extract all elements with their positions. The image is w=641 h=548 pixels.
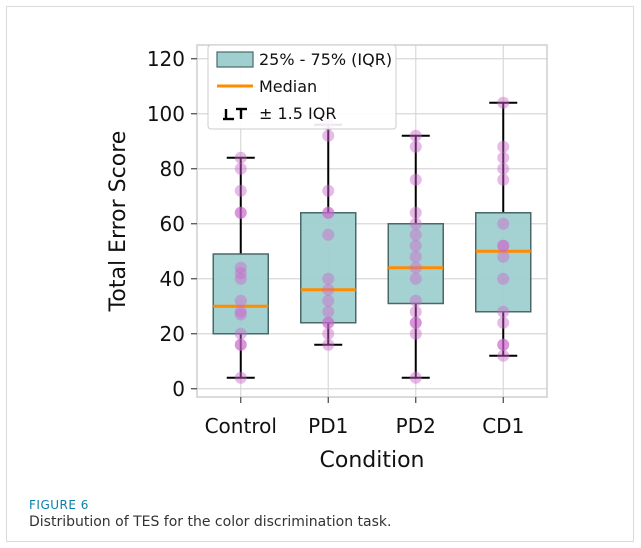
data-point bbox=[409, 217, 422, 230]
data-point bbox=[234, 267, 247, 280]
y-tick-label: 100 bbox=[147, 102, 185, 126]
legend-iqr-label: 25% - 75% (IQR) bbox=[259, 50, 392, 69]
data-point bbox=[497, 173, 510, 186]
legend-frame bbox=[207, 44, 397, 130]
box-plot-chart: 0 20 40 60 80 100 120 Control PD1 PD2 CD1 Total Er… bbox=[106, 44, 548, 473]
data-point bbox=[497, 140, 510, 153]
data-point bbox=[322, 305, 335, 318]
data-point bbox=[409, 261, 422, 274]
data-point bbox=[497, 96, 510, 109]
data-point bbox=[234, 308, 247, 321]
data-point bbox=[322, 272, 335, 285]
data-point bbox=[322, 294, 335, 307]
y-axis-label: Total Error Score bbox=[106, 131, 131, 313]
data-point bbox=[234, 184, 247, 197]
data-point bbox=[322, 228, 335, 241]
iqr-box bbox=[475, 212, 532, 313]
legend-median-label: Median bbox=[259, 77, 317, 96]
legend-whisker-label: ± 1.5 IQR bbox=[259, 104, 336, 123]
data-point bbox=[409, 305, 422, 318]
data-point bbox=[234, 162, 247, 175]
x-tick-label: CD1 bbox=[482, 414, 524, 438]
data-point bbox=[409, 239, 422, 252]
data-point bbox=[234, 371, 247, 384]
figure-caption: Distribution of TES for the color discri… bbox=[29, 514, 392, 530]
data-point bbox=[497, 349, 510, 362]
y-tick-label: 40 bbox=[160, 267, 185, 291]
legend: 25% - 75% (IQR) Median ± 1.5 IQR bbox=[207, 44, 397, 130]
x-tick-label: Control bbox=[205, 414, 277, 438]
data-point bbox=[497, 316, 510, 329]
data-point bbox=[322, 316, 335, 329]
data-point bbox=[497, 239, 510, 252]
data-point bbox=[322, 206, 335, 219]
y-tick-label: 60 bbox=[160, 212, 185, 236]
y-tick-label: 20 bbox=[160, 322, 185, 346]
figure-label: FIGURE 6 bbox=[29, 498, 89, 512]
iqr-box bbox=[212, 253, 269, 335]
data-point bbox=[322, 283, 335, 296]
data-point bbox=[409, 129, 422, 142]
data-point bbox=[322, 316, 335, 329]
data-point bbox=[409, 316, 422, 329]
data-point bbox=[322, 206, 335, 219]
data-point bbox=[234, 206, 247, 219]
iqr-box bbox=[387, 223, 444, 305]
y-tick-label: 120 bbox=[147, 47, 185, 71]
data-point bbox=[409, 316, 422, 329]
data-point bbox=[409, 140, 422, 153]
data-point bbox=[409, 294, 422, 307]
figure-panel: 0 20 40 60 80 100 120 Control PD1 PD2 CD1 Total Er… bbox=[6, 6, 634, 542]
data-point bbox=[497, 338, 510, 351]
data-point bbox=[234, 294, 247, 307]
data-point bbox=[322, 327, 335, 340]
y-tick-label: 80 bbox=[160, 157, 185, 181]
data-point bbox=[234, 327, 247, 340]
data-point bbox=[234, 261, 247, 274]
data-point bbox=[497, 151, 510, 164]
data-point bbox=[409, 228, 422, 241]
data-point bbox=[409, 371, 422, 384]
iqr-box bbox=[300, 212, 357, 324]
whisker-icon bbox=[223, 107, 247, 121]
x-axis-label: Condition bbox=[320, 448, 425, 473]
data-point bbox=[497, 239, 510, 252]
data-point bbox=[409, 173, 422, 186]
data-point bbox=[497, 217, 510, 230]
data-point bbox=[497, 305, 510, 318]
data-point bbox=[409, 272, 422, 285]
data-point bbox=[234, 272, 247, 285]
data-point bbox=[322, 129, 335, 142]
data-point bbox=[497, 338, 510, 351]
data-point bbox=[234, 305, 247, 318]
data-point bbox=[497, 162, 510, 175]
data-point bbox=[234, 206, 247, 219]
data-points-layer bbox=[234, 96, 510, 384]
data-point bbox=[497, 250, 510, 263]
data-point bbox=[497, 272, 510, 285]
boxes-layer bbox=[212, 101, 532, 379]
data-point bbox=[234, 338, 247, 351]
data-point bbox=[234, 151, 247, 164]
x-tick-label: PD2 bbox=[396, 414, 436, 438]
data-point bbox=[409, 206, 422, 219]
data-point bbox=[409, 250, 422, 263]
data-point bbox=[409, 327, 422, 340]
y-tick-label: 0 bbox=[172, 377, 185, 401]
data-point bbox=[322, 184, 335, 197]
x-tick-label: PD1 bbox=[308, 414, 348, 438]
data-point bbox=[322, 338, 335, 351]
axes-layer: 0 20 40 60 80 100 120 Control PD1 PD2 CD1 bbox=[147, 47, 524, 438]
legend-iqr-swatch bbox=[216, 51, 254, 68]
data-point bbox=[234, 338, 247, 351]
